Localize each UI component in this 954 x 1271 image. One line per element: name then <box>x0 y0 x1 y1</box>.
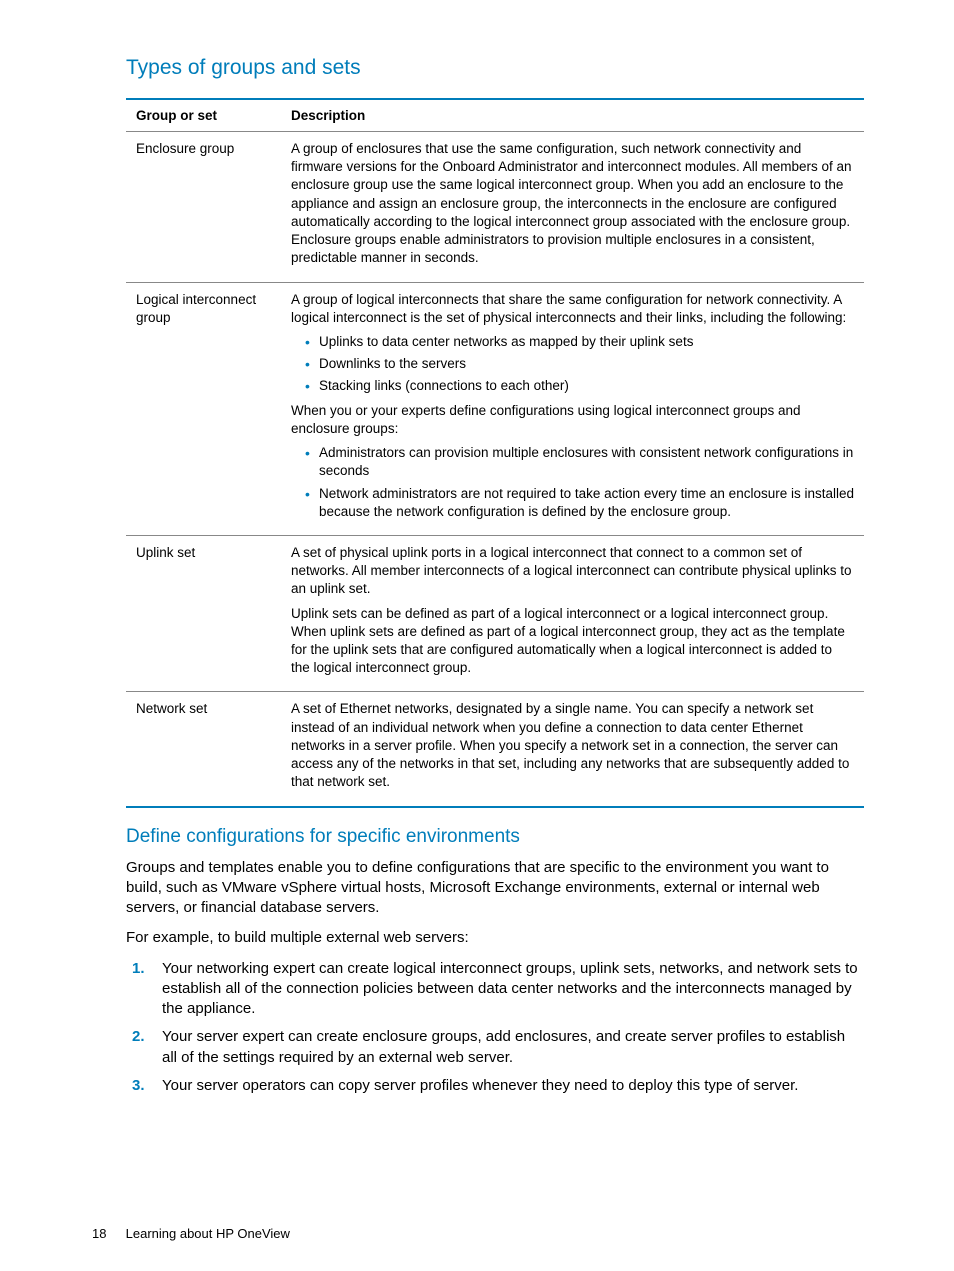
table-row: Network setA set of Ethernet networks, d… <box>126 692 864 807</box>
page-footer: 18 Learning about HP OneView <box>92 1226 290 1241</box>
description-bullet-item: Stacking links (connections to each othe… <box>305 377 854 395</box>
description-paragraph: Uplink sets can be defined as part of a … <box>291 605 854 678</box>
body-paragraph: For example, to build multiple external … <box>126 928 864 948</box>
description-bullet-item: Network administrators are not required … <box>305 485 854 521</box>
table-header-row: Group or set Description <box>126 99 864 132</box>
description-paragraph: A set of physical uplink ports in a logi… <box>291 544 854 599</box>
step-item: 2. Your server expert can create enclosur… <box>126 1027 864 1068</box>
groups-table: Group or set Description Enclosure group… <box>126 98 864 808</box>
description-bullet-item: Administrators can provision multiple en… <box>305 444 854 480</box>
footer-title: Learning about HP OneView <box>126 1226 290 1241</box>
col-header-description: Description <box>281 99 864 132</box>
description-bullet-item: Uplinks to data center networks as mappe… <box>305 333 854 351</box>
body-paragraph: Groups and templates enable you to defin… <box>126 858 864 919</box>
description-cell: A group of enclosures that use the same … <box>281 132 864 283</box>
description-bullet-item: Downlinks to the servers <box>305 355 854 373</box>
description-paragraph: A group of logical interconnects that sh… <box>291 291 854 327</box>
table-row: Enclosure groupA group of enclosures tha… <box>126 132 864 283</box>
step-text: Your server expert can create enclosure … <box>162 1028 845 1065</box>
sub-heading: Define configurations for specific envir… <box>126 826 864 848</box>
description-paragraph: A group of enclosures that use the same … <box>291 140 854 268</box>
description-paragraph: When you or your experts define configur… <box>291 402 854 438</box>
section-heading: Types of groups and sets <box>126 56 864 80</box>
group-name-cell: Enclosure group <box>126 132 281 283</box>
page-container: Types of groups and sets Group or set De… <box>0 0 954 1271</box>
step-text: Your server operators can copy server pr… <box>162 1077 798 1094</box>
group-name-cell: Logical interconnect group <box>126 282 281 535</box>
description-cell: A group of logical interconnects that sh… <box>281 282 864 535</box>
description-bullet-list: Uplinks to data center networks as mappe… <box>291 333 854 396</box>
step-item: 3. Your server operators can copy server … <box>126 1076 864 1096</box>
description-cell: A set of Ethernet networks, designated b… <box>281 692 864 807</box>
col-header-group: Group or set <box>126 99 281 132</box>
step-item: 1. Your networking expert can create logi… <box>126 959 864 1020</box>
table-row: Logical interconnect group A group of log… <box>126 282 864 535</box>
description-paragraph: A set of Ethernet networks, designated b… <box>291 700 854 791</box>
step-number: 3. <box>132 1076 145 1096</box>
step-number: 2. <box>132 1027 145 1047</box>
numbered-steps: 1. Your networking expert can create logi… <box>126 959 864 1097</box>
group-name-cell: Network set <box>126 692 281 807</box>
table-row: Uplink setA set of physical uplink ports… <box>126 535 864 692</box>
page-number: 18 <box>92 1226 122 1241</box>
description-bullet-list: Administrators can provision multiple en… <box>291 444 854 521</box>
step-text: Your networking expert can create logica… <box>162 960 858 1018</box>
step-number: 1. <box>132 959 145 979</box>
group-name-cell: Uplink set <box>126 535 281 692</box>
description-cell: A set of physical uplink ports in a logi… <box>281 535 864 692</box>
